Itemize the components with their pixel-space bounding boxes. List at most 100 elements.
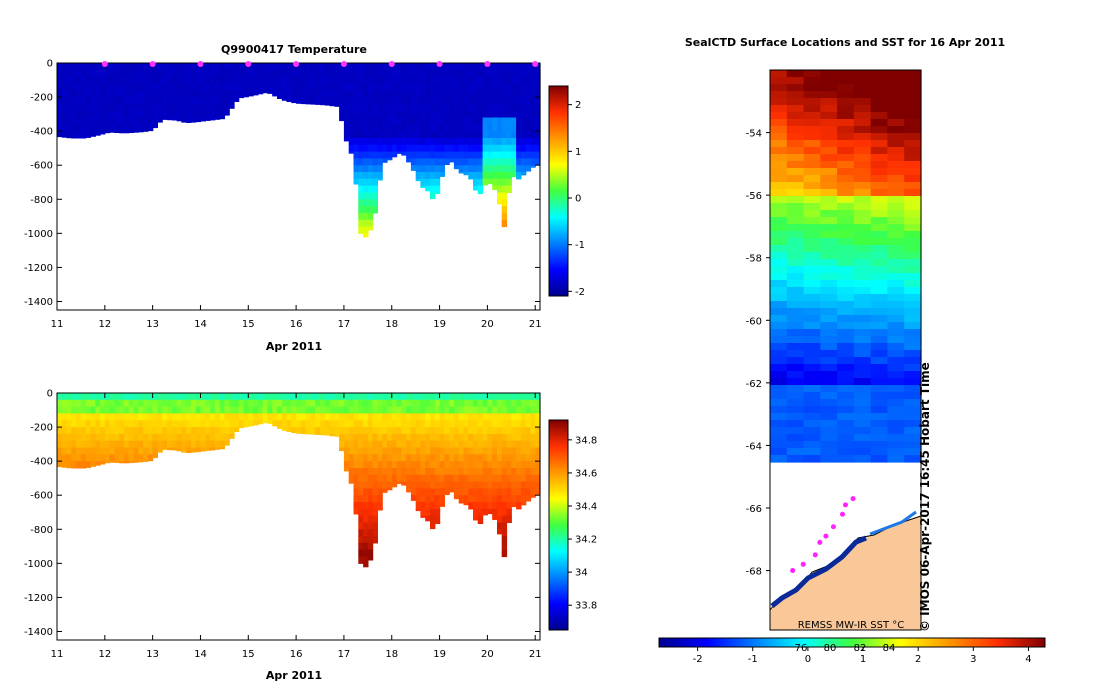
section-cell [449, 103, 455, 112]
section-cell [339, 103, 345, 112]
sst-cell [887, 322, 905, 330]
section-cell [315, 63, 321, 71]
section-cell [511, 420, 517, 428]
section-cell [128, 433, 135, 442]
section-cell [253, 83, 259, 91]
section-cell [516, 117, 522, 125]
sst-cell [770, 203, 788, 211]
section-cell [525, 474, 532, 483]
section-cell [367, 481, 374, 489]
sst-cell [904, 119, 922, 127]
section-cell [315, 90, 321, 98]
x-tick-label: 11 [51, 319, 64, 330]
section-cell [253, 63, 259, 71]
section-cell [229, 69, 235, 78]
section-cell [511, 172, 517, 178]
section-cell [138, 447, 144, 455]
sst-cell [904, 238, 922, 246]
section-cell [147, 406, 154, 414]
surface-position-marker [340, 61, 347, 67]
section-cell [100, 399, 106, 408]
section-cell [497, 440, 503, 449]
sst-cell [853, 266, 872, 274]
section-cell [497, 454, 503, 462]
sst-cell [887, 98, 905, 106]
section-cell [190, 393, 197, 401]
section-cell [133, 406, 139, 414]
sst-cell [803, 392, 821, 400]
sst-cell [786, 301, 805, 309]
section-cell [267, 76, 273, 84]
section-cell [372, 69, 378, 78]
section-cell [147, 440, 154, 449]
section-cell [90, 131, 96, 137]
sst-cell [837, 427, 855, 435]
section-cell [420, 406, 426, 414]
x-tick-label: 13 [146, 319, 159, 330]
sst-cell [904, 315, 922, 323]
section-cell [363, 199, 369, 207]
colorbar-tick-label: 1 [575, 147, 581, 158]
section-cell [205, 97, 211, 105]
section-cell [363, 461, 369, 469]
section-cell [463, 63, 469, 71]
section-cell [363, 97, 369, 105]
section-cell [61, 447, 68, 455]
section-cell [229, 393, 235, 401]
section-cell [520, 413, 527, 421]
section-cell [229, 433, 235, 439]
section-cell [324, 427, 331, 435]
section-cell [119, 110, 125, 119]
section-cell [525, 63, 532, 71]
section-cell [157, 103, 163, 112]
section-cell [511, 165, 517, 173]
section-cell [391, 420, 398, 428]
section-cell [61, 110, 68, 119]
sst-cell [820, 329, 838, 337]
sst-cell [837, 315, 855, 323]
sst-cell [870, 329, 889, 337]
section-cell [90, 413, 96, 421]
section-cell [535, 69, 541, 78]
section-cell [296, 420, 302, 428]
section-cell [406, 63, 412, 71]
section-cell [492, 515, 498, 520]
section-cell [430, 144, 436, 153]
section-cell [449, 433, 455, 442]
section-cell [458, 399, 465, 408]
section-cell [377, 178, 383, 181]
section-cell [487, 406, 493, 414]
section-cell [439, 433, 445, 442]
section-cell [300, 427, 307, 435]
section-cell [382, 63, 388, 71]
section-cell [372, 110, 378, 119]
section-cell [487, 103, 493, 112]
temperature-colorbar [548, 85, 569, 297]
section-cell [511, 76, 517, 84]
section-cell [128, 427, 135, 435]
section-cell [372, 433, 378, 442]
section-cell [535, 151, 541, 159]
section-cell [372, 399, 378, 408]
section-cell [430, 76, 436, 84]
section-cell [391, 454, 398, 462]
section-cell [497, 199, 503, 205]
section-cell [195, 393, 202, 401]
section-cell [382, 488, 388, 493]
x-tick-label: 18 [385, 319, 398, 330]
section-cell [453, 399, 460, 408]
section-cell [100, 413, 106, 421]
section-cell [535, 144, 541, 153]
section-cell [143, 97, 149, 105]
section-cell [358, 474, 364, 483]
section-cell [80, 83, 87, 91]
sst-cell [837, 413, 855, 421]
section-cell [430, 481, 436, 489]
sst-cell [837, 154, 855, 162]
section-cell [387, 110, 393, 119]
section-cell [214, 63, 221, 71]
section-cell [363, 399, 369, 408]
section-cell [214, 413, 221, 421]
sst-cell [887, 441, 905, 449]
section-cell [363, 117, 369, 125]
